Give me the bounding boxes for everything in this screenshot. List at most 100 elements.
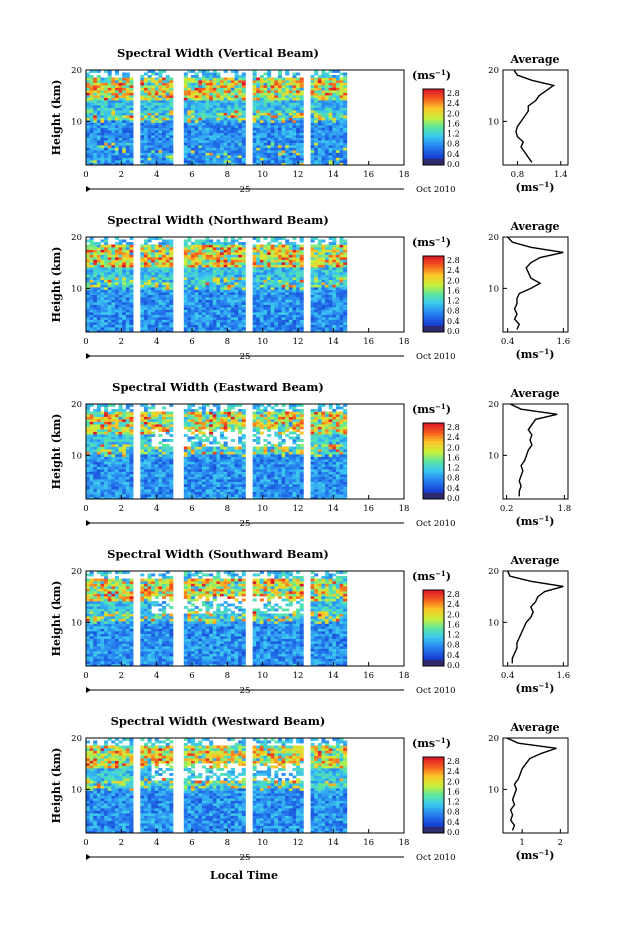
heatmap-cell <box>187 292 192 295</box>
heatmap-cell <box>238 329 243 333</box>
heatmap-cell <box>122 292 127 295</box>
heatmap-cell <box>100 254 105 258</box>
heatmap-cell <box>212 85 217 88</box>
heatmap-cell <box>343 147 348 151</box>
heatmap-cell <box>129 279 134 283</box>
heatmap-cell <box>96 429 101 432</box>
heatmap-cell <box>220 312 225 315</box>
heatmap-cell <box>343 269 348 273</box>
heatmap-cell <box>325 105 330 108</box>
heatmap-cell <box>212 282 217 285</box>
heatmap-cell <box>89 486 94 490</box>
heatmap-cell <box>165 277 170 280</box>
heatmap-cell <box>89 264 94 268</box>
heatmap-cell <box>292 277 297 280</box>
heatmap-cell <box>259 75 264 78</box>
heatmap-cell <box>230 152 235 156</box>
heatmap-cell <box>256 267 261 270</box>
heatmap-cell <box>343 140 348 143</box>
heatmap-cell <box>234 132 239 136</box>
heatmap-cell <box>187 70 192 73</box>
heatmap-cell <box>201 329 206 333</box>
heatmap-cell <box>151 237 156 240</box>
heatmap-cell <box>259 110 264 113</box>
heatmap-cell <box>310 87 315 91</box>
heatmap-cell <box>332 70 337 73</box>
x-tick-label: 18 <box>399 337 410 347</box>
heatmap-cell <box>223 140 228 143</box>
heatmap-cell <box>201 105 206 108</box>
heatmap-cell <box>267 70 272 73</box>
heatmap-cell <box>143 102 148 106</box>
heatmap-cell <box>325 125 330 128</box>
colorbar-segment <box>423 271 444 275</box>
heatmap-cell <box>267 132 272 136</box>
heatmap-cell <box>223 127 228 131</box>
heatmap-cell <box>299 264 304 268</box>
heatmap-cell <box>165 324 170 328</box>
heatmap-cell <box>129 302 134 305</box>
heatmap-cell <box>89 120 94 123</box>
heatmap-cell <box>125 92 130 96</box>
heatmap-cell <box>234 294 239 298</box>
heatmap-cell <box>267 282 272 285</box>
heatmap-cell <box>335 274 340 278</box>
heatmap-cell <box>299 97 304 101</box>
heatmap-cell <box>162 137 167 141</box>
heatmap-cell <box>227 137 232 141</box>
heatmap-cell <box>140 317 145 320</box>
heatmap-cell <box>194 262 199 265</box>
heatmap-cell <box>292 72 297 76</box>
heatmap-cell <box>93 77 98 81</box>
heatmap-cell <box>151 147 156 151</box>
heatmap-cell <box>321 132 326 136</box>
heatmap-cell <box>332 132 337 136</box>
heatmap-cell <box>122 132 127 136</box>
heatmap-cell <box>220 125 225 128</box>
heatmap-cell <box>187 257 192 260</box>
heatmap-cell <box>285 247 290 250</box>
heatmap-cell <box>223 237 228 240</box>
heatmap-cell <box>220 319 225 323</box>
heatmap-cell <box>118 254 123 258</box>
heatmap-cell <box>230 294 235 298</box>
heatmap-cell <box>335 152 340 156</box>
heatmap-cell <box>238 125 243 128</box>
heatmap-cell <box>285 120 290 123</box>
heatmap-cell <box>143 90 148 93</box>
heatmap-cell <box>230 314 235 318</box>
heatmap-cell <box>209 257 214 260</box>
heatmap-cell <box>267 115 272 118</box>
heatmap-cell <box>96 317 101 320</box>
heatmap-cell <box>96 92 101 96</box>
heatmap-cell <box>129 274 134 278</box>
heatmap-cell <box>310 110 315 113</box>
heatmap-cell <box>209 130 214 133</box>
heatmap-cell <box>125 304 130 308</box>
heatmap-cell <box>277 294 282 298</box>
heatmap-cell <box>86 125 91 128</box>
heatmap-cell <box>125 279 130 283</box>
heatmap-cell <box>111 102 116 106</box>
heatmap-cell <box>274 140 279 143</box>
heatmap-cell <box>86 142 91 146</box>
heatmap-cell <box>321 122 326 126</box>
heatmap-cell <box>154 80 159 83</box>
heatmap-cell <box>100 267 105 270</box>
heatmap-cell <box>238 95 243 98</box>
heatmap-cell <box>205 259 210 263</box>
heatmap-cell <box>151 90 156 93</box>
heatmap-cell <box>339 107 344 111</box>
heatmap-cell <box>241 254 246 258</box>
heatmap-cell <box>339 80 344 83</box>
heatmap-cell <box>339 122 344 126</box>
heatmap-cell <box>325 269 330 273</box>
heatmap-cell <box>89 274 94 278</box>
heatmap-cell <box>317 147 322 151</box>
heatmap-cell <box>310 125 315 128</box>
heatmap-cell <box>143 80 148 83</box>
heatmap-cell <box>198 160 203 163</box>
heatmap-cell <box>317 120 322 123</box>
heatmap-cell <box>256 122 261 126</box>
heatmap-cell <box>169 157 174 161</box>
